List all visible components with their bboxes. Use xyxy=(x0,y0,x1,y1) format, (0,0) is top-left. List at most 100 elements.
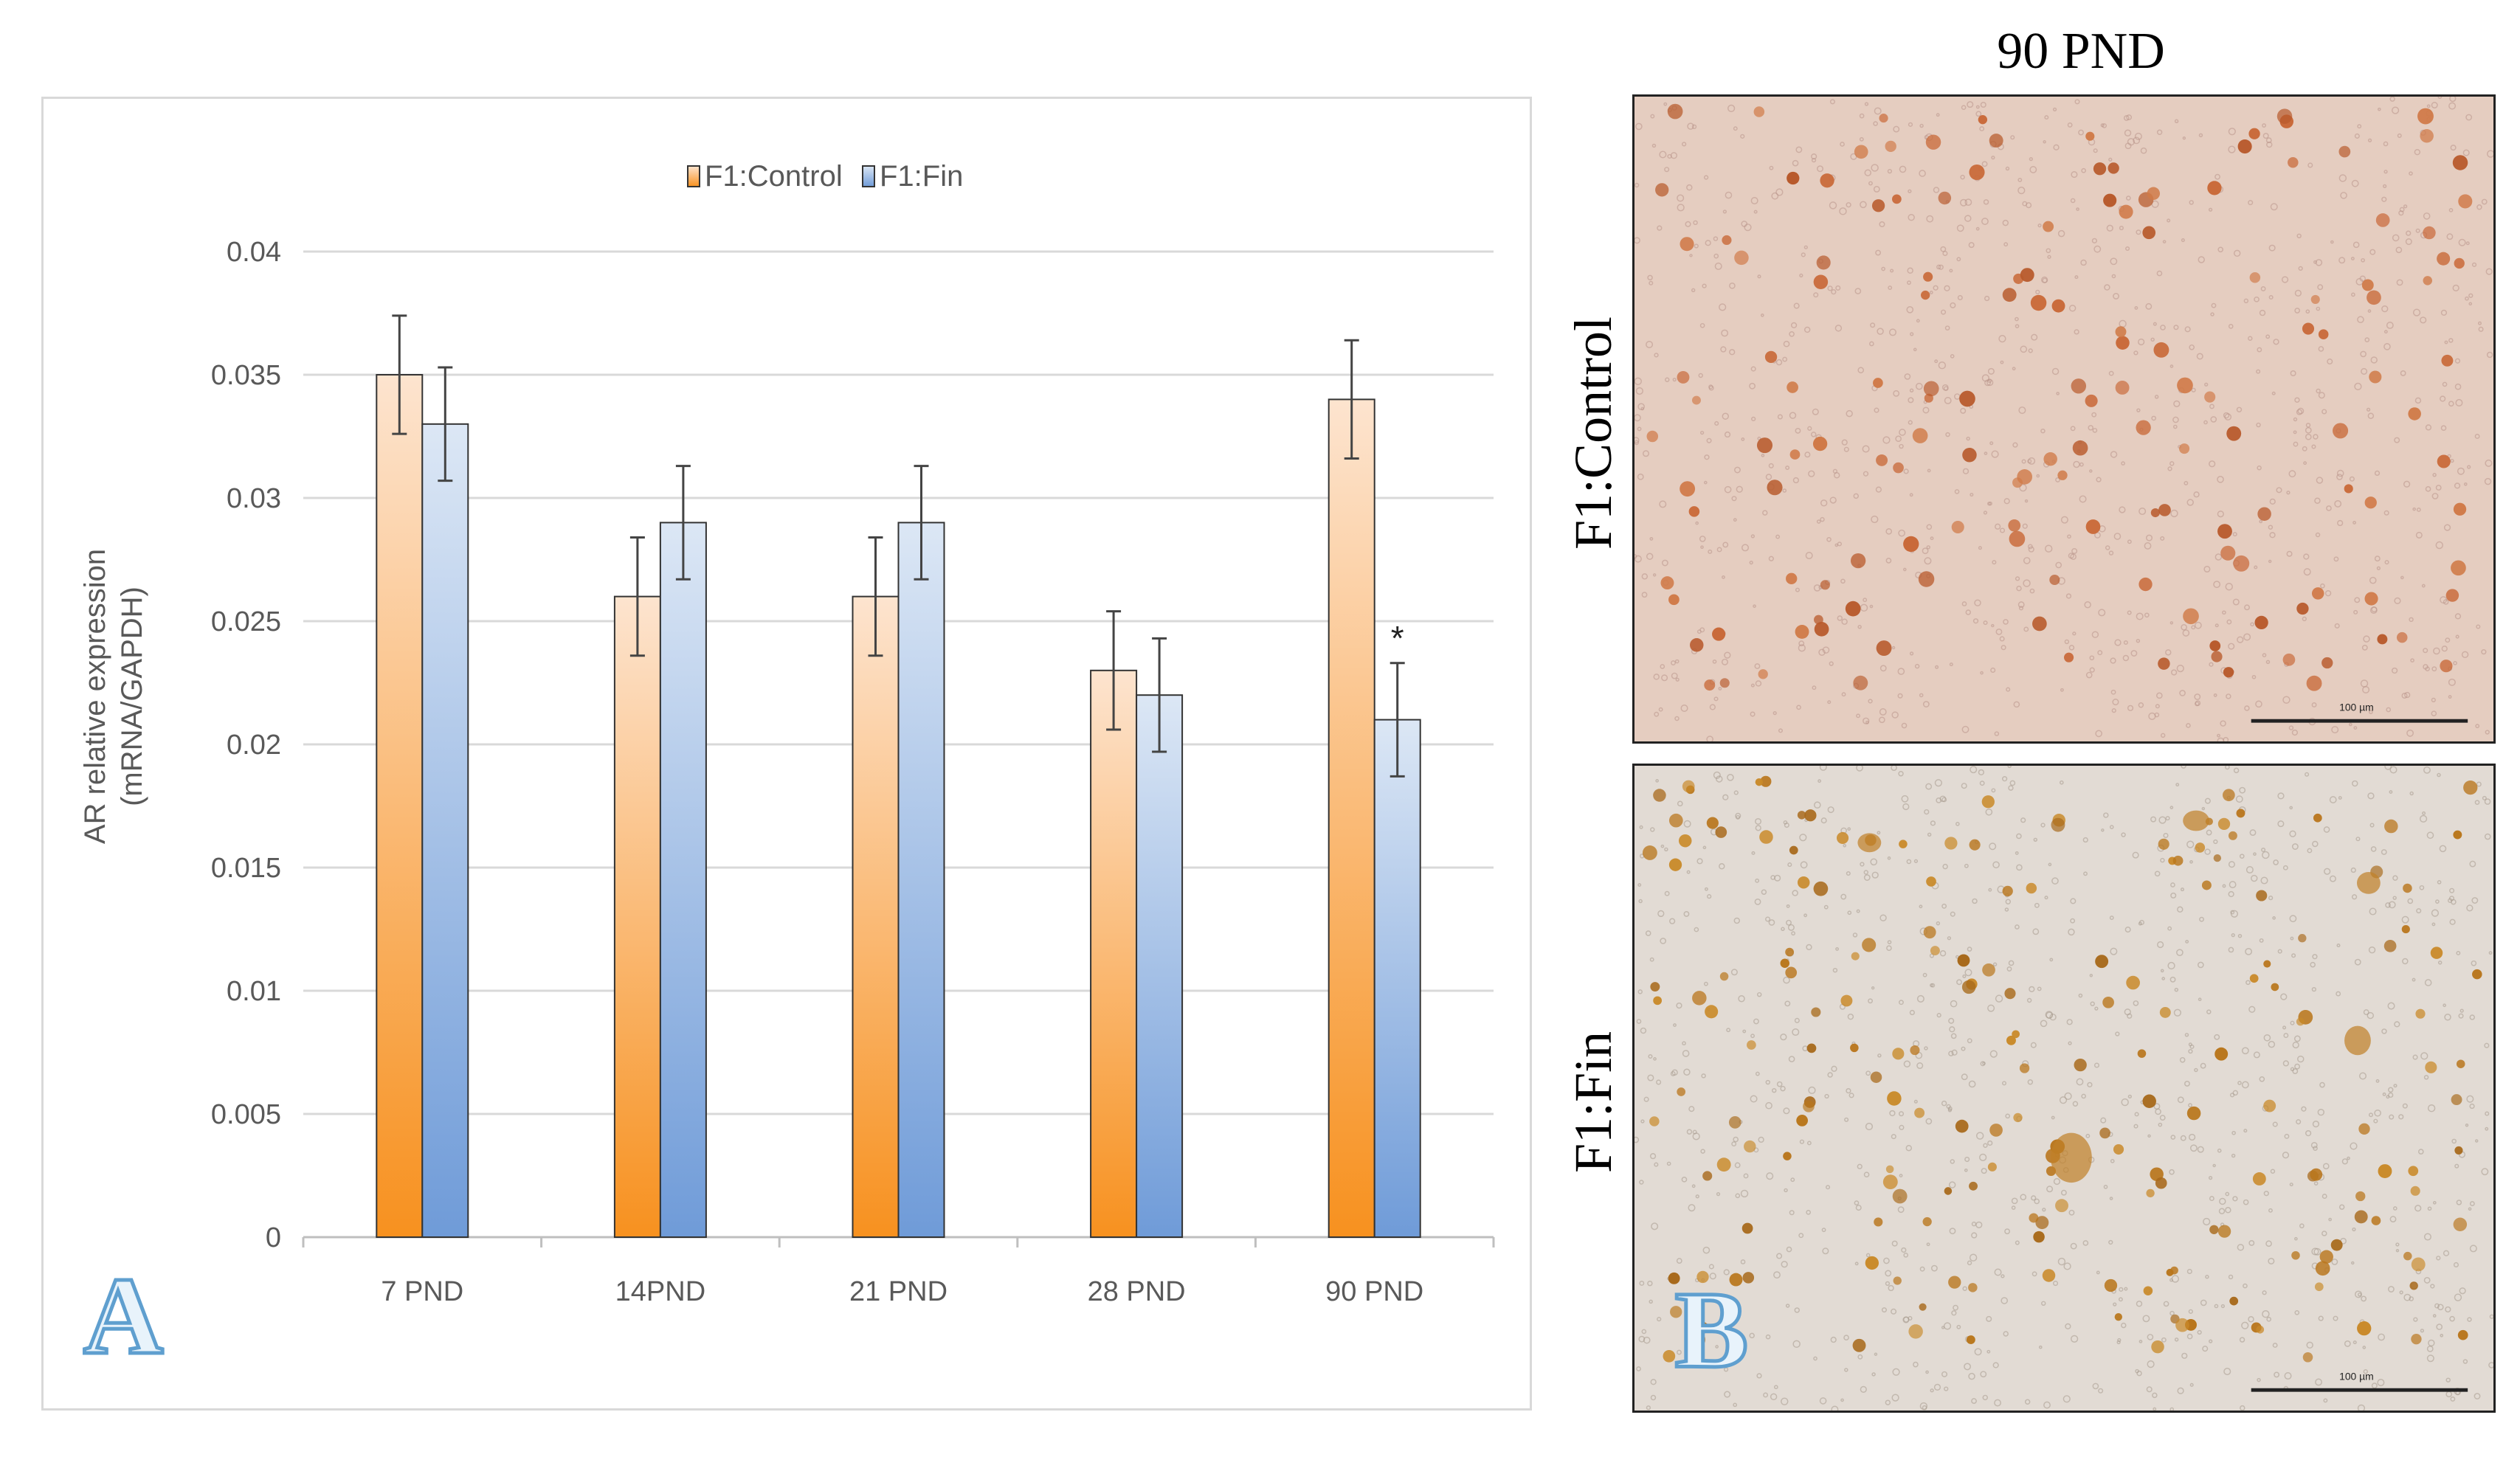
tissue-texture xyxy=(1971,1221,1977,1227)
tissue-texture xyxy=(2016,833,2022,840)
tissue-texture xyxy=(1824,1093,1829,1099)
tissue-texture xyxy=(1857,367,1865,374)
legend-swatch-control xyxy=(687,165,700,187)
tissue-texture xyxy=(1887,856,1891,860)
tissue-texture xyxy=(1933,285,1939,291)
tissue-texture xyxy=(1829,99,1835,105)
tissue-texture xyxy=(1708,549,1713,554)
tissue-texture xyxy=(1813,584,1821,592)
tissue-texture xyxy=(2442,381,2448,387)
tissue-texture xyxy=(1936,797,1942,803)
tissue-texture xyxy=(1949,1026,1955,1033)
tissue-texture xyxy=(2336,474,2343,480)
tissue-texture xyxy=(1874,1352,1878,1356)
tissue-texture xyxy=(1641,592,1648,598)
stained-nucleus xyxy=(2463,780,2478,795)
tissue-texture xyxy=(1846,1087,1851,1094)
stained-nucleus xyxy=(1871,199,1885,212)
stained-nucleus xyxy=(1852,1338,1866,1352)
stained-nucleus xyxy=(2454,1146,2463,1155)
tissue-texture xyxy=(2289,1183,2293,1187)
tissue-texture xyxy=(2005,166,2010,171)
tissue-texture xyxy=(2030,1042,2037,1048)
tissue-texture xyxy=(2134,1112,2139,1117)
tissue-texture xyxy=(2144,542,2152,550)
tissue-texture xyxy=(2033,837,2038,842)
tissue-texture xyxy=(1935,665,1939,669)
tissue-texture xyxy=(2407,898,2414,904)
tissue-texture xyxy=(1709,704,1716,710)
stained-nucleus xyxy=(1957,954,1970,967)
tissue-texture xyxy=(1987,1140,1993,1146)
tissue-texture xyxy=(1992,560,1997,565)
stained-nucleus xyxy=(2357,1321,2372,1336)
tissue-texture xyxy=(1826,1185,1831,1190)
tissue-texture xyxy=(1661,559,1668,567)
tissue-texture xyxy=(1960,407,1967,414)
tissue-texture xyxy=(2262,1309,2270,1318)
tissue-texture xyxy=(1890,269,1894,273)
tissue-texture xyxy=(1784,1000,1791,1007)
tissue-texture xyxy=(1984,451,1988,455)
tissue-texture xyxy=(1899,443,1904,449)
tissue-texture xyxy=(2121,461,2125,466)
tissue-texture xyxy=(2368,1112,2373,1118)
tissue-texture xyxy=(1919,904,1923,909)
tissue-texture xyxy=(2217,246,2224,253)
tissue-texture xyxy=(2154,871,2161,877)
tissue-texture xyxy=(2219,1197,2226,1205)
tissue-texture xyxy=(2188,1042,2192,1047)
tissue-texture xyxy=(2273,339,2279,345)
tissue-texture xyxy=(2046,248,2051,254)
tissue-texture xyxy=(1792,890,1798,896)
tissue-texture xyxy=(1901,795,1909,803)
tissue-texture xyxy=(1792,1028,1800,1036)
tissue-texture xyxy=(2427,1206,2432,1211)
tissue-texture xyxy=(1803,326,1811,333)
stained-nucleus xyxy=(1836,831,1849,844)
tissue-texture xyxy=(1758,1136,1764,1143)
tissue-texture xyxy=(1750,1095,1758,1103)
tissue-texture xyxy=(1634,182,1640,188)
tissue-texture xyxy=(1723,1269,1730,1276)
tissue-texture xyxy=(2047,255,2051,259)
tissue-texture xyxy=(1891,711,1899,719)
tissue-texture xyxy=(1811,432,1817,437)
tissue-texture xyxy=(1704,887,1708,891)
tissue-texture xyxy=(2394,1021,2400,1028)
tissue-texture xyxy=(1769,165,1774,170)
tissue-texture xyxy=(1881,1307,1887,1313)
panel-a-letter: A xyxy=(83,1255,163,1377)
tissue-texture xyxy=(1837,541,1843,547)
tissue-texture xyxy=(2485,730,2490,735)
stained-nucleus xyxy=(2296,1017,2305,1026)
tissue-texture xyxy=(1754,899,1761,905)
stained-nucleus xyxy=(2209,640,2221,651)
tissue-texture xyxy=(2109,825,2114,829)
tissue-texture xyxy=(2236,406,2243,413)
tissue-texture xyxy=(2426,1345,2434,1352)
tissue-texture xyxy=(2089,655,2095,661)
tissue-texture xyxy=(2200,1299,2207,1307)
tissue-texture xyxy=(2003,498,2010,505)
tissue-texture xyxy=(1727,1360,1734,1367)
tissue-texture xyxy=(1870,322,1876,328)
y-axis-title-line1: AR relative expression xyxy=(79,549,111,844)
stain-cluster xyxy=(1857,833,1882,853)
tissue-texture xyxy=(1751,851,1756,855)
tissue-texture xyxy=(2060,1189,2067,1196)
tissue-texture xyxy=(2117,1337,2122,1343)
tissue-texture xyxy=(1930,983,1936,988)
tissue-texture xyxy=(1775,188,1784,196)
stained-nucleus xyxy=(1804,809,1817,822)
tissue-texture xyxy=(1982,1394,1988,1401)
tissue-texture xyxy=(2412,1054,2418,1060)
tissue-texture xyxy=(2184,480,2189,485)
stained-nucleus xyxy=(2302,322,2315,335)
tissue-texture xyxy=(1638,899,1643,904)
tissue-texture xyxy=(2044,115,2049,120)
tissue-texture xyxy=(2213,693,2217,697)
tissue-texture xyxy=(2447,898,2453,903)
tissue-texture xyxy=(2184,1033,2189,1037)
tissue-texture xyxy=(2401,916,2409,924)
